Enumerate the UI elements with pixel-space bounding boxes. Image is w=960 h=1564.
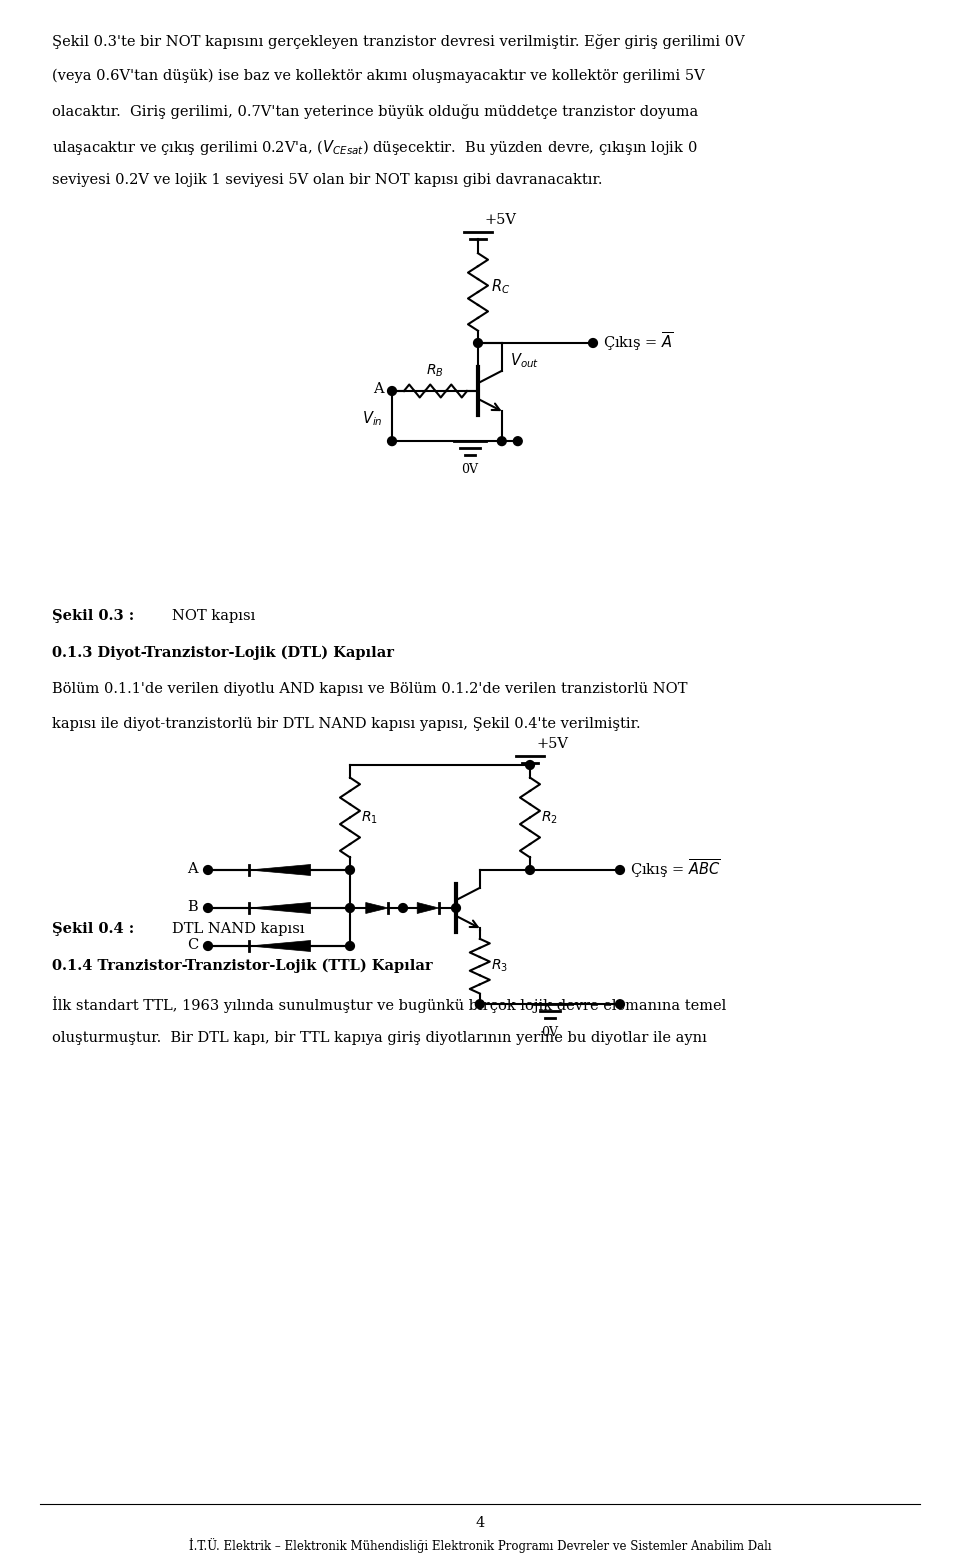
Circle shape [346,904,354,912]
Text: +5V: +5V [536,737,568,751]
Text: oluşturmuştur.  Bir DTL kapı, bir TTL kapıya giriş diyotlarının yerine bu diyotl: oluşturmuştur. Bir DTL kapı, bir TTL kap… [52,1031,707,1045]
Circle shape [526,865,535,874]
Circle shape [615,865,624,874]
Text: seviyesi 0.2V ve lojik 1 seviyesi 5V olan bir NOT kapısı gibi davranacaktır.: seviyesi 0.2V ve lojik 1 seviyesi 5V ola… [52,174,603,188]
Text: ulaşacaktır ve çıkış gerilimi 0.2V'a, ($V_{CEsat}$) düşecektir.  Bu yüzden devre: ulaşacaktır ve çıkış gerilimi 0.2V'a, ($… [52,138,698,158]
Text: A: A [187,862,198,876]
Text: İ.T.Ü. Elektrik – Elektronik Mühendisliği Elektronik Programı Devreler ve Sistem: İ.T.Ü. Elektrik – Elektronik Mühendisliğ… [189,1537,771,1553]
Polygon shape [418,902,439,913]
Text: Şekil 0.3'te bir NOT kapısını gerçekleyen tranzistor devresi verilmiştir. Eğer g: Şekil 0.3'te bir NOT kapısını gerçekleye… [52,34,745,48]
Text: $V_{out}$: $V_{out}$ [510,350,539,369]
Text: +5V: +5V [484,213,516,227]
Circle shape [204,865,212,874]
Circle shape [398,904,407,912]
Circle shape [514,436,522,446]
Text: 0.1.4 Tranzistor-Tranzistor-Lojik (TTL) Kapılar: 0.1.4 Tranzistor-Tranzistor-Lojik (TTL) … [52,959,433,973]
Text: 0.1.3 Diyot-Tranzistor-Lojik (DTL) Kapılar: 0.1.3 Diyot-Tranzistor-Lojik (DTL) Kapıl… [52,646,394,660]
Text: DTL NAND kapısı: DTL NAND kapısı [172,923,304,935]
Circle shape [588,338,597,347]
Text: olacaktır.  Giriş gerilimi, 0.7V'tan yeterince büyük olduğu müddetçe tranzistor : olacaktır. Giriş gerilimi, 0.7V'tan yete… [52,103,698,119]
Circle shape [388,436,396,446]
Text: 4: 4 [475,1516,485,1530]
Circle shape [451,904,461,912]
Polygon shape [250,902,311,913]
Text: Şekil 0.4 :: Şekil 0.4 : [52,923,134,935]
Circle shape [204,904,212,912]
Polygon shape [250,940,311,951]
Circle shape [615,999,624,1009]
Text: Çıkış = $\overline{A}$: Çıkış = $\overline{A}$ [603,330,674,353]
Circle shape [526,760,535,769]
Text: B: B [187,899,198,913]
Text: A: A [373,382,384,396]
Text: $V_{in}$: $V_{in}$ [362,410,383,427]
Text: $R_2$: $R_2$ [541,809,558,826]
Polygon shape [366,902,388,913]
Text: İlk standart TTL, 1963 yılında sunulmuştur ve bugünkü birçok lojik devre elemanı: İlk standart TTL, 1963 yılında sunulmuşt… [52,996,727,1013]
Circle shape [204,942,212,951]
Text: $R_3$: $R_3$ [491,959,508,974]
Circle shape [388,386,396,396]
Circle shape [475,999,484,1009]
Text: 0V: 0V [541,1026,559,1038]
Text: $R_1$: $R_1$ [361,809,378,826]
Text: C: C [187,938,198,952]
Circle shape [497,436,506,446]
Text: Bölüm 0.1.1'de verilen diyotlu AND kapısı ve Bölüm 0.1.2'de verilen tranzistorlü: Bölüm 0.1.1'de verilen diyotlu AND kapıs… [52,682,687,696]
Text: 0V: 0V [462,463,478,475]
Circle shape [473,338,483,347]
Circle shape [346,865,354,874]
Text: kapısı ile diyot-tranzistorlü bir DTL NAND kapısı yapısı, Şekil 0.4'te verilmişt: kapısı ile diyot-tranzistorlü bir DTL NA… [52,716,640,730]
Polygon shape [250,865,311,876]
Text: NOT kapısı: NOT kapısı [172,608,255,622]
Text: Şekil 0.3 :: Şekil 0.3 : [52,608,134,622]
Text: $R_C$: $R_C$ [491,278,511,296]
Text: (veya 0.6V'tan düşük) ise baz ve kollektör akımı oluşmayacaktır ve kollektör ger: (veya 0.6V'tan düşük) ise baz ve kollekt… [52,69,705,83]
Text: $R_B$: $R_B$ [426,363,444,378]
Text: Çıkış = $\overline{ABC}$: Çıkış = $\overline{ABC}$ [630,857,721,881]
Circle shape [346,942,354,951]
